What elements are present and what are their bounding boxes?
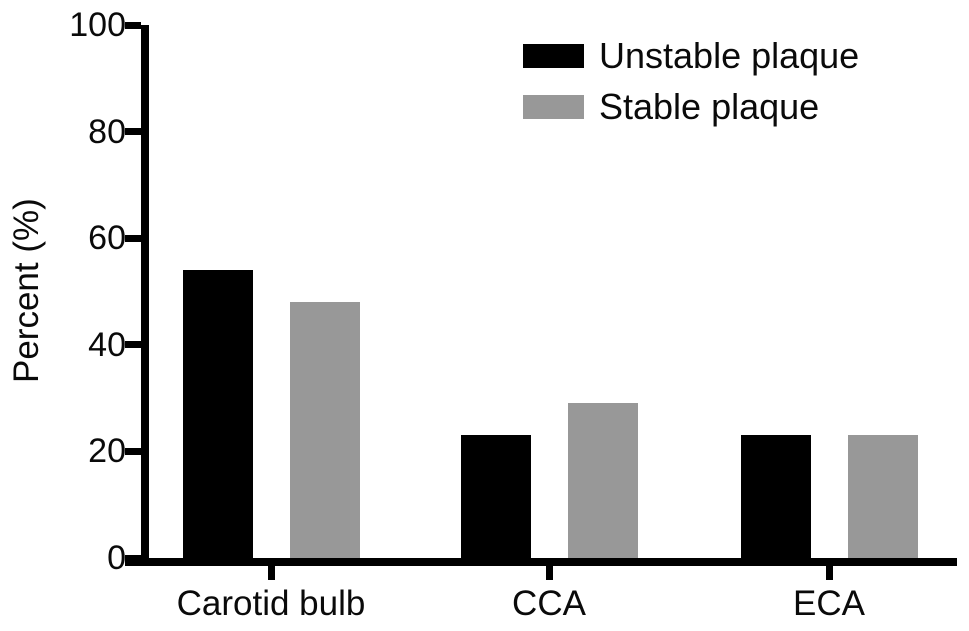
y-tick-label: 0 bbox=[107, 539, 126, 577]
y-tick-mark bbox=[125, 448, 141, 455]
x-axis-line bbox=[125, 558, 957, 566]
y-tick-label: 40 bbox=[88, 326, 126, 364]
legend-label: Stable plaque bbox=[599, 86, 820, 127]
y-tick-mark bbox=[125, 22, 141, 29]
x-tick-mark bbox=[826, 566, 833, 580]
x-axis-label-cca: CCA bbox=[512, 584, 586, 623]
legend-swatch bbox=[523, 44, 584, 68]
y-tick-mark bbox=[125, 128, 141, 135]
y-tick-label: 80 bbox=[88, 113, 126, 151]
bar-cca-stable-plaque bbox=[568, 403, 638, 558]
bar-eca-stable-plaque bbox=[848, 435, 918, 558]
bar-carotid-bulb-unstable-plaque bbox=[183, 270, 253, 558]
y-tick-mark bbox=[125, 555, 141, 562]
x-axis-label-eca: ECA bbox=[793, 584, 865, 623]
bar-eca-unstable-plaque bbox=[741, 435, 811, 558]
y-tick-label: 60 bbox=[88, 219, 126, 257]
x-tick-mark bbox=[268, 566, 275, 580]
y-tick-label: 100 bbox=[69, 6, 126, 44]
y-tick-mark bbox=[125, 235, 141, 242]
x-axis-label-carotid-bulb: Carotid bulb bbox=[176, 584, 366, 623]
legend: Unstable plaque Stable plaque bbox=[523, 38, 859, 140]
legend-item-stable-plaque: Stable plaque bbox=[523, 89, 859, 125]
y-tick-mark bbox=[125, 341, 141, 348]
legend-swatch bbox=[523, 95, 584, 119]
bar-cca-unstable-plaque bbox=[461, 435, 531, 558]
y-tick-label: 20 bbox=[88, 432, 126, 470]
bar-carotid-bulb-stable-plaque bbox=[290, 302, 360, 558]
legend-item-unstable-plaque: Unstable plaque bbox=[523, 38, 859, 74]
x-tick-mark bbox=[546, 566, 553, 580]
legend-label: Unstable plaque bbox=[599, 35, 860, 76]
y-axis-line bbox=[141, 25, 149, 566]
